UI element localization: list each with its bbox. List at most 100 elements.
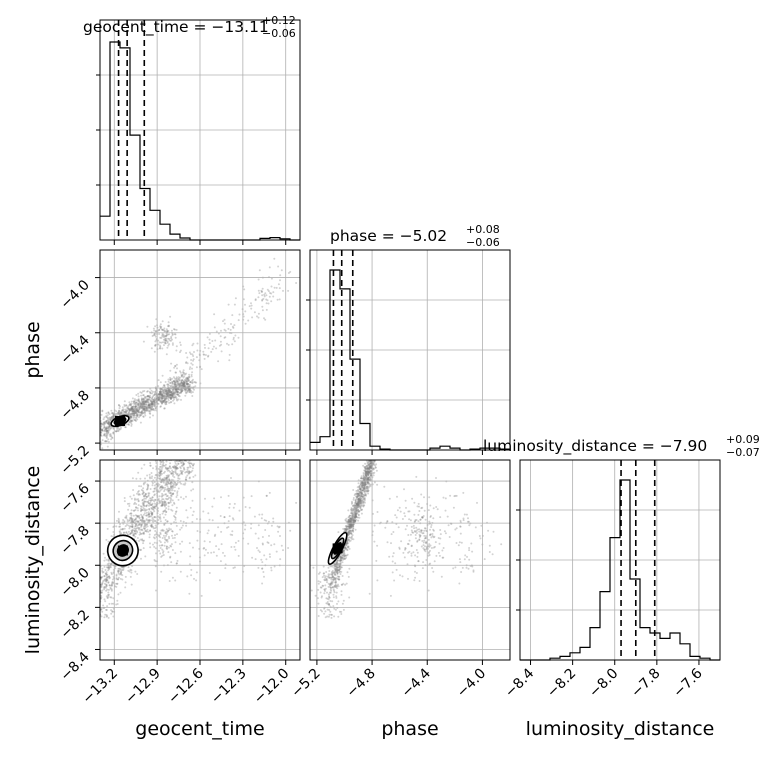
sample-point (429, 549, 431, 552)
sample-point (149, 529, 151, 532)
sample-point (114, 567, 117, 570)
sample-point (145, 403, 148, 406)
sample-point (260, 289, 263, 292)
sample-point (101, 423, 104, 426)
sample-point (131, 529, 134, 532)
sample-point (164, 513, 167, 516)
sample-point (171, 382, 174, 385)
sample-point (341, 554, 344, 557)
sample-point (160, 470, 163, 472)
sample-point (147, 511, 150, 514)
sample-point (352, 523, 355, 526)
sample-point (153, 484, 156, 487)
sample-point (144, 414, 147, 417)
sample-point (112, 416, 115, 419)
sample-point (118, 525, 121, 528)
sample-point (265, 519, 268, 522)
sample-point (173, 486, 176, 489)
sample-point (349, 518, 352, 521)
sample-point (134, 525, 137, 528)
sample-point (154, 565, 157, 568)
sample-point (146, 398, 149, 401)
sample-point (355, 509, 358, 512)
sample-point (123, 520, 126, 523)
sample-point (103, 565, 106, 568)
sample-point (333, 577, 336, 580)
sample-point (147, 395, 150, 398)
sample-point (145, 395, 148, 398)
sample-point (244, 303, 246, 306)
sample-point (162, 400, 165, 403)
sample-point (190, 391, 193, 394)
sample-point (170, 393, 172, 396)
sample-point (331, 565, 334, 568)
sample-point (160, 465, 162, 468)
sample-point (159, 552, 162, 555)
sample-point (349, 536, 352, 539)
panel-frame-2-1 (309, 459, 511, 661)
sample-point (116, 582, 119, 585)
sample-point (165, 478, 168, 481)
sample-point (162, 401, 165, 404)
sample-point (349, 530, 352, 532)
sample-point (420, 493, 423, 496)
sample-point (145, 496, 148, 498)
sample-point (188, 376, 191, 379)
sample-point (360, 477, 362, 480)
sample-point (358, 498, 361, 501)
sample-point (165, 533, 168, 536)
sample-point (415, 532, 418, 534)
sample-point (155, 589, 157, 592)
sample-point (147, 407, 150, 410)
sample-point (122, 409, 125, 412)
sample-point (211, 505, 214, 508)
sample-point (105, 538, 108, 541)
sample-point (423, 496, 425, 499)
sample-point (148, 403, 151, 406)
sample-point (354, 514, 357, 517)
sample-point (137, 471, 140, 474)
sample-point (365, 475, 368, 478)
sample-point (174, 462, 177, 465)
sample-point (147, 394, 150, 397)
sample-point (126, 533, 129, 535)
sample-point (185, 362, 187, 364)
sample-point (107, 438, 110, 441)
sample-point (343, 557, 346, 560)
sample-point (142, 509, 145, 511)
sample-point (359, 509, 362, 512)
sample-point (319, 586, 322, 589)
sample-point (188, 563, 191, 566)
sample-point (142, 408, 145, 411)
sample-point (130, 407, 133, 410)
sample-point (154, 403, 157, 406)
sample-point (227, 343, 230, 346)
sample-point (116, 429, 119, 432)
sample-point (344, 528, 347, 531)
sample-point (176, 391, 179, 394)
sample-point (394, 562, 397, 565)
sample-point (135, 413, 138, 416)
sample-point (403, 556, 406, 559)
sample-point (466, 555, 468, 558)
sample-point (346, 553, 349, 556)
sample-point (157, 477, 160, 480)
sample-point (229, 533, 232, 536)
sample-point (119, 413, 121, 416)
sample-point (105, 416, 108, 418)
sample-point (432, 529, 435, 532)
sample-point (258, 513, 261, 516)
sample-point (180, 398, 182, 401)
sample-point (329, 610, 332, 613)
sample-point (130, 416, 133, 419)
sample-point (164, 397, 167, 400)
sample-point (421, 516, 424, 519)
sample-point (150, 507, 153, 510)
sample-point (105, 427, 108, 430)
sample-point (415, 530, 418, 532)
sample-point (404, 499, 407, 502)
sample-point (132, 532, 135, 535)
sample-point (329, 565, 332, 568)
sample-point (174, 392, 177, 395)
sample-point (141, 509, 143, 512)
